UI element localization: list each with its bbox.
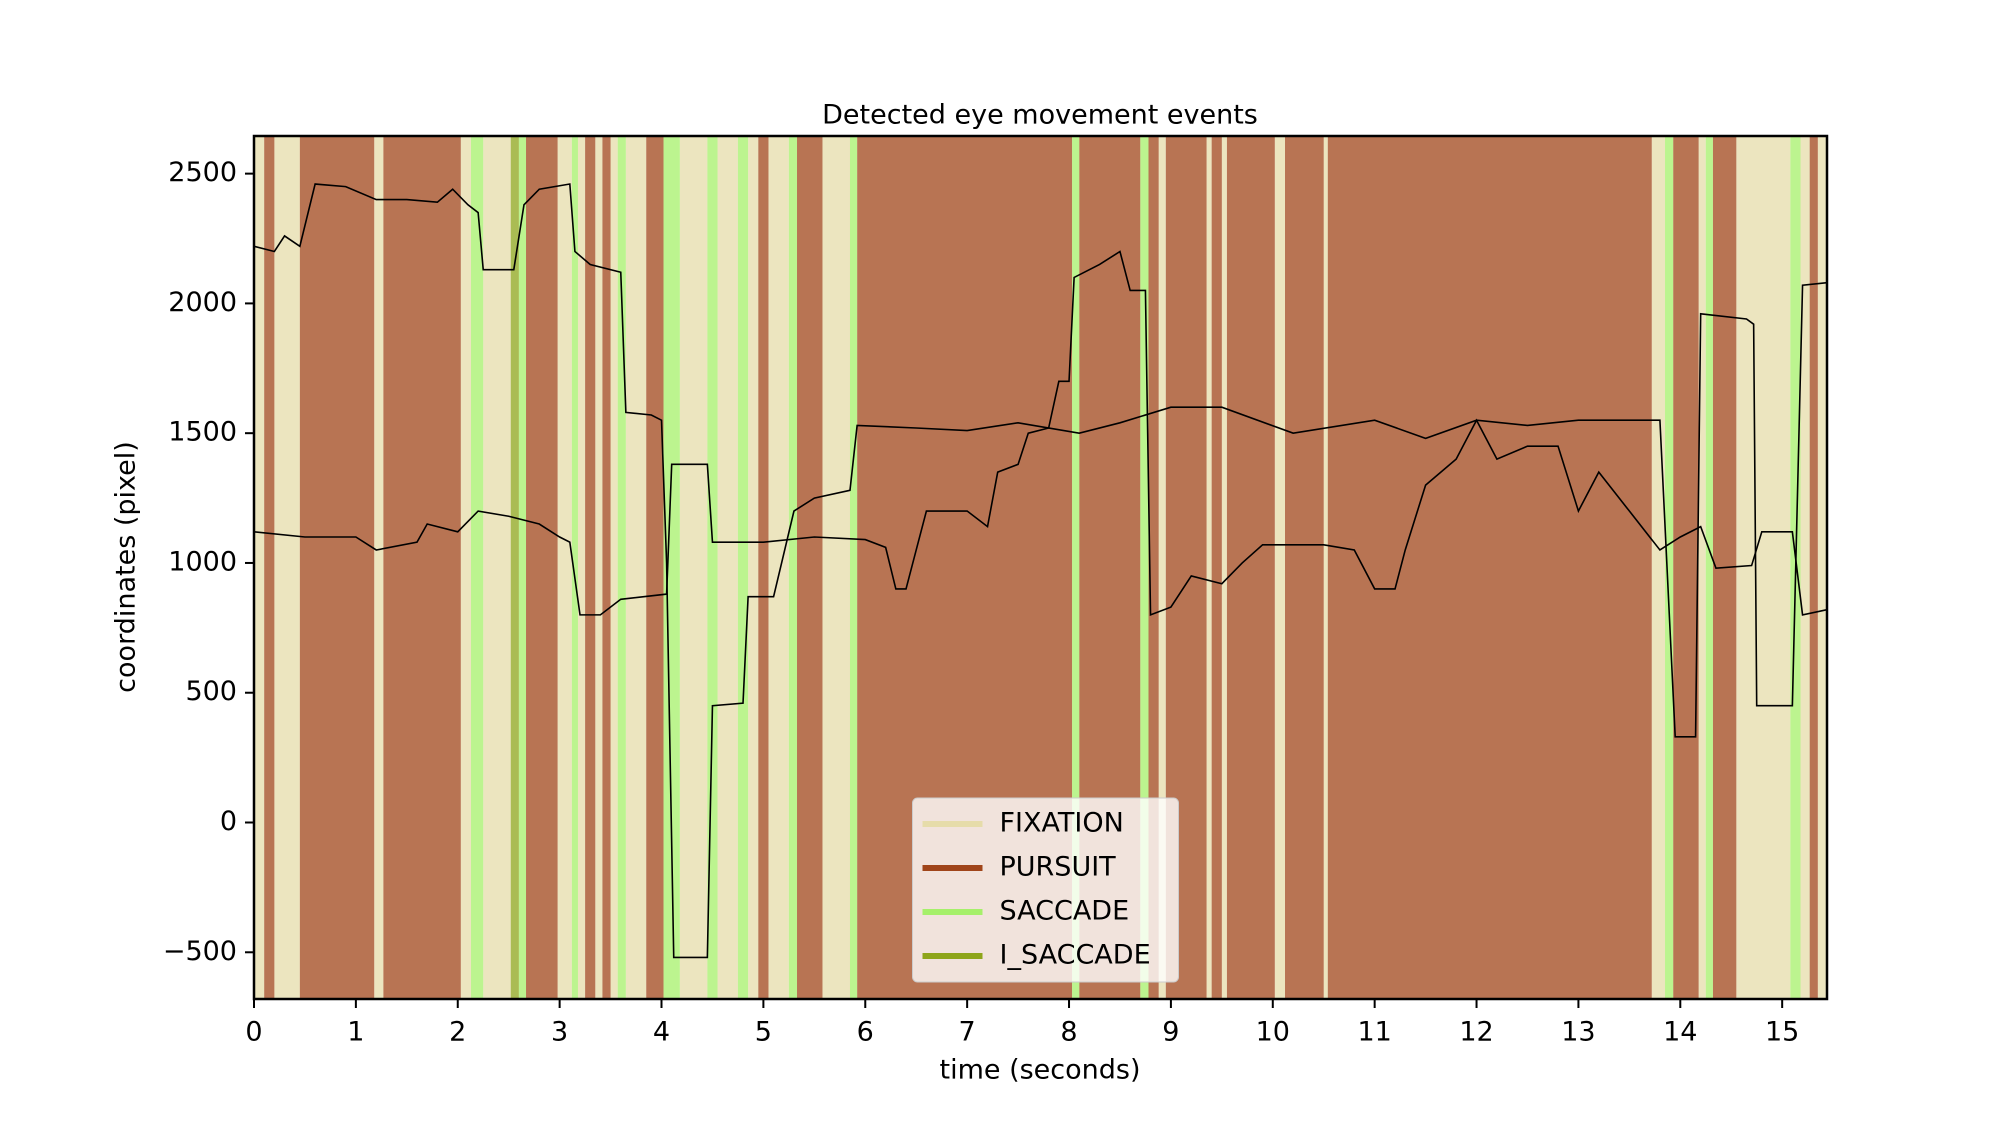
event-band (758, 136, 769, 999)
x-tick-label: 0 (245, 1017, 262, 1048)
x-tick-label: 14 (1663, 1017, 1697, 1048)
gaze-line (253, 183, 1828, 959)
event-band (849, 136, 858, 999)
event-band (748, 136, 759, 999)
event-band (577, 136, 586, 999)
event-band (768, 136, 789, 999)
x-tick-label: 12 (1459, 1017, 1493, 1048)
event-band (254, 136, 265, 999)
y-axis-label: coordinates (pixel) (111, 441, 142, 693)
event-band (460, 136, 472, 999)
event-band (1323, 136, 1328, 999)
x-tick-label: 11 (1357, 1017, 1391, 1048)
event-band (383, 136, 461, 999)
event-band (617, 136, 626, 999)
x-tick-label: 8 (1060, 1017, 1077, 1048)
event-band (483, 136, 511, 999)
event-band (717, 136, 738, 999)
event-band (471, 136, 484, 999)
event-band (788, 136, 798, 999)
event-band (1705, 136, 1713, 999)
x-tick-label: 1 (347, 1017, 364, 1048)
event-band (663, 136, 680, 999)
x-tick-label: 4 (653, 1017, 670, 1048)
x-tick-label: 6 (857, 1017, 874, 1048)
event-band (571, 136, 578, 999)
event-band (1274, 136, 1286, 999)
event-band (610, 136, 618, 999)
y-tick-label: 1000 (168, 546, 237, 577)
y-tick-label: 500 (185, 676, 237, 707)
event-band (299, 136, 375, 999)
x-tick-label: 5 (755, 1017, 772, 1048)
event-band (264, 136, 275, 999)
legend-label: PURSUIT (1000, 852, 1117, 883)
event-band (585, 136, 596, 999)
event-band (1673, 136, 1699, 999)
event-band (1148, 136, 1159, 999)
x-tick-label: 15 (1765, 1017, 1799, 1048)
legend-label: SACCADE (1000, 896, 1130, 927)
x-tick-label: 13 (1561, 1017, 1595, 1048)
event-band (1327, 136, 1652, 999)
event-band (1226, 136, 1275, 999)
event-band (679, 136, 708, 999)
event-band (374, 136, 384, 999)
event-band (1285, 136, 1324, 999)
plot-frame (252, 134, 1829, 1001)
x-tick-label: 9 (1162, 1017, 1179, 1048)
legend-box (912, 797, 1179, 983)
event-band (1809, 136, 1818, 999)
y-tick-label: 2500 (168, 157, 237, 188)
event-band (1140, 136, 1149, 999)
chart-title: Detected eye movement events (822, 100, 1258, 131)
event-band (1665, 136, 1674, 999)
event-band (518, 136, 527, 999)
event-band (1221, 136, 1227, 999)
event-band (822, 136, 850, 999)
gaze-line (253, 250, 1828, 617)
event-band (797, 136, 823, 999)
event-band (737, 136, 749, 999)
event-band (1651, 136, 1666, 999)
x-tick-label: 7 (959, 1017, 976, 1048)
event-band (274, 136, 300, 999)
event-band (595, 136, 603, 999)
event-band (1206, 136, 1212, 999)
event-band (557, 136, 572, 999)
legend-label: I_SACCADE (1000, 940, 1151, 971)
y-tick-label: −500 (163, 936, 237, 967)
x-axis-label: time (seconds) (939, 1055, 1140, 1086)
event-band (1817, 136, 1827, 999)
event-band (1736, 136, 1791, 999)
legend: FIXATION PURSUIT SACCADE I_SACCADE (912, 797, 1179, 983)
legend-label: FIXATION (1000, 808, 1124, 839)
event-band (1158, 136, 1166, 999)
event-band (526, 136, 558, 999)
event-band (1211, 136, 1222, 999)
x-tick-label: 10 (1256, 1017, 1290, 1048)
y-tick-label: 0 (220, 806, 237, 837)
event-band (1698, 136, 1706, 999)
y-tick-label: 1500 (168, 417, 237, 448)
y-tick-label: 2000 (168, 287, 237, 318)
event-band (707, 136, 718, 999)
x-tick-label: 2 (449, 1017, 466, 1048)
event-band (625, 136, 647, 999)
event-band (602, 136, 611, 999)
event-band (1072, 136, 1080, 999)
x-tick-label: 3 (551, 1017, 568, 1048)
event-band (510, 136, 519, 999)
event-band (646, 136, 664, 999)
event-band (1800, 136, 1810, 999)
